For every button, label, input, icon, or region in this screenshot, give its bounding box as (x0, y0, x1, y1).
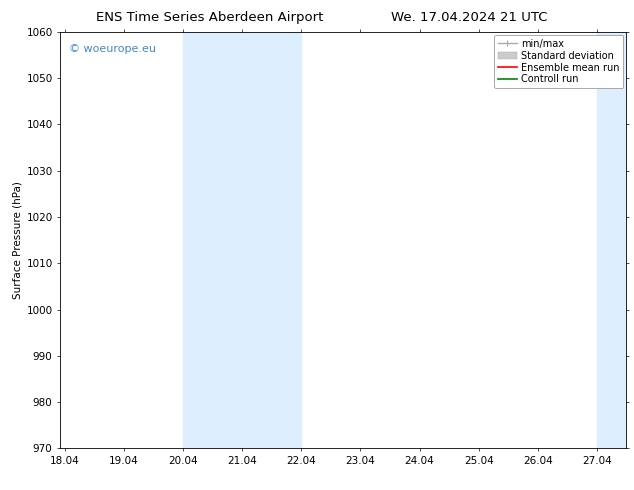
Text: We. 17.04.2024 21 UTC: We. 17.04.2024 21 UTC (391, 11, 547, 24)
Bar (597, 32, 630, 448)
Text: © woeurope.eu: © woeurope.eu (68, 44, 156, 54)
Text: ENS Time Series Aberdeen Airport: ENS Time Series Aberdeen Airport (96, 11, 323, 24)
Bar (183, 32, 301, 448)
Legend: min/max, Standard deviation, Ensemble mean run, Controll run: min/max, Standard deviation, Ensemble me… (494, 35, 623, 88)
Y-axis label: Surface Pressure (hPa): Surface Pressure (hPa) (12, 181, 22, 299)
